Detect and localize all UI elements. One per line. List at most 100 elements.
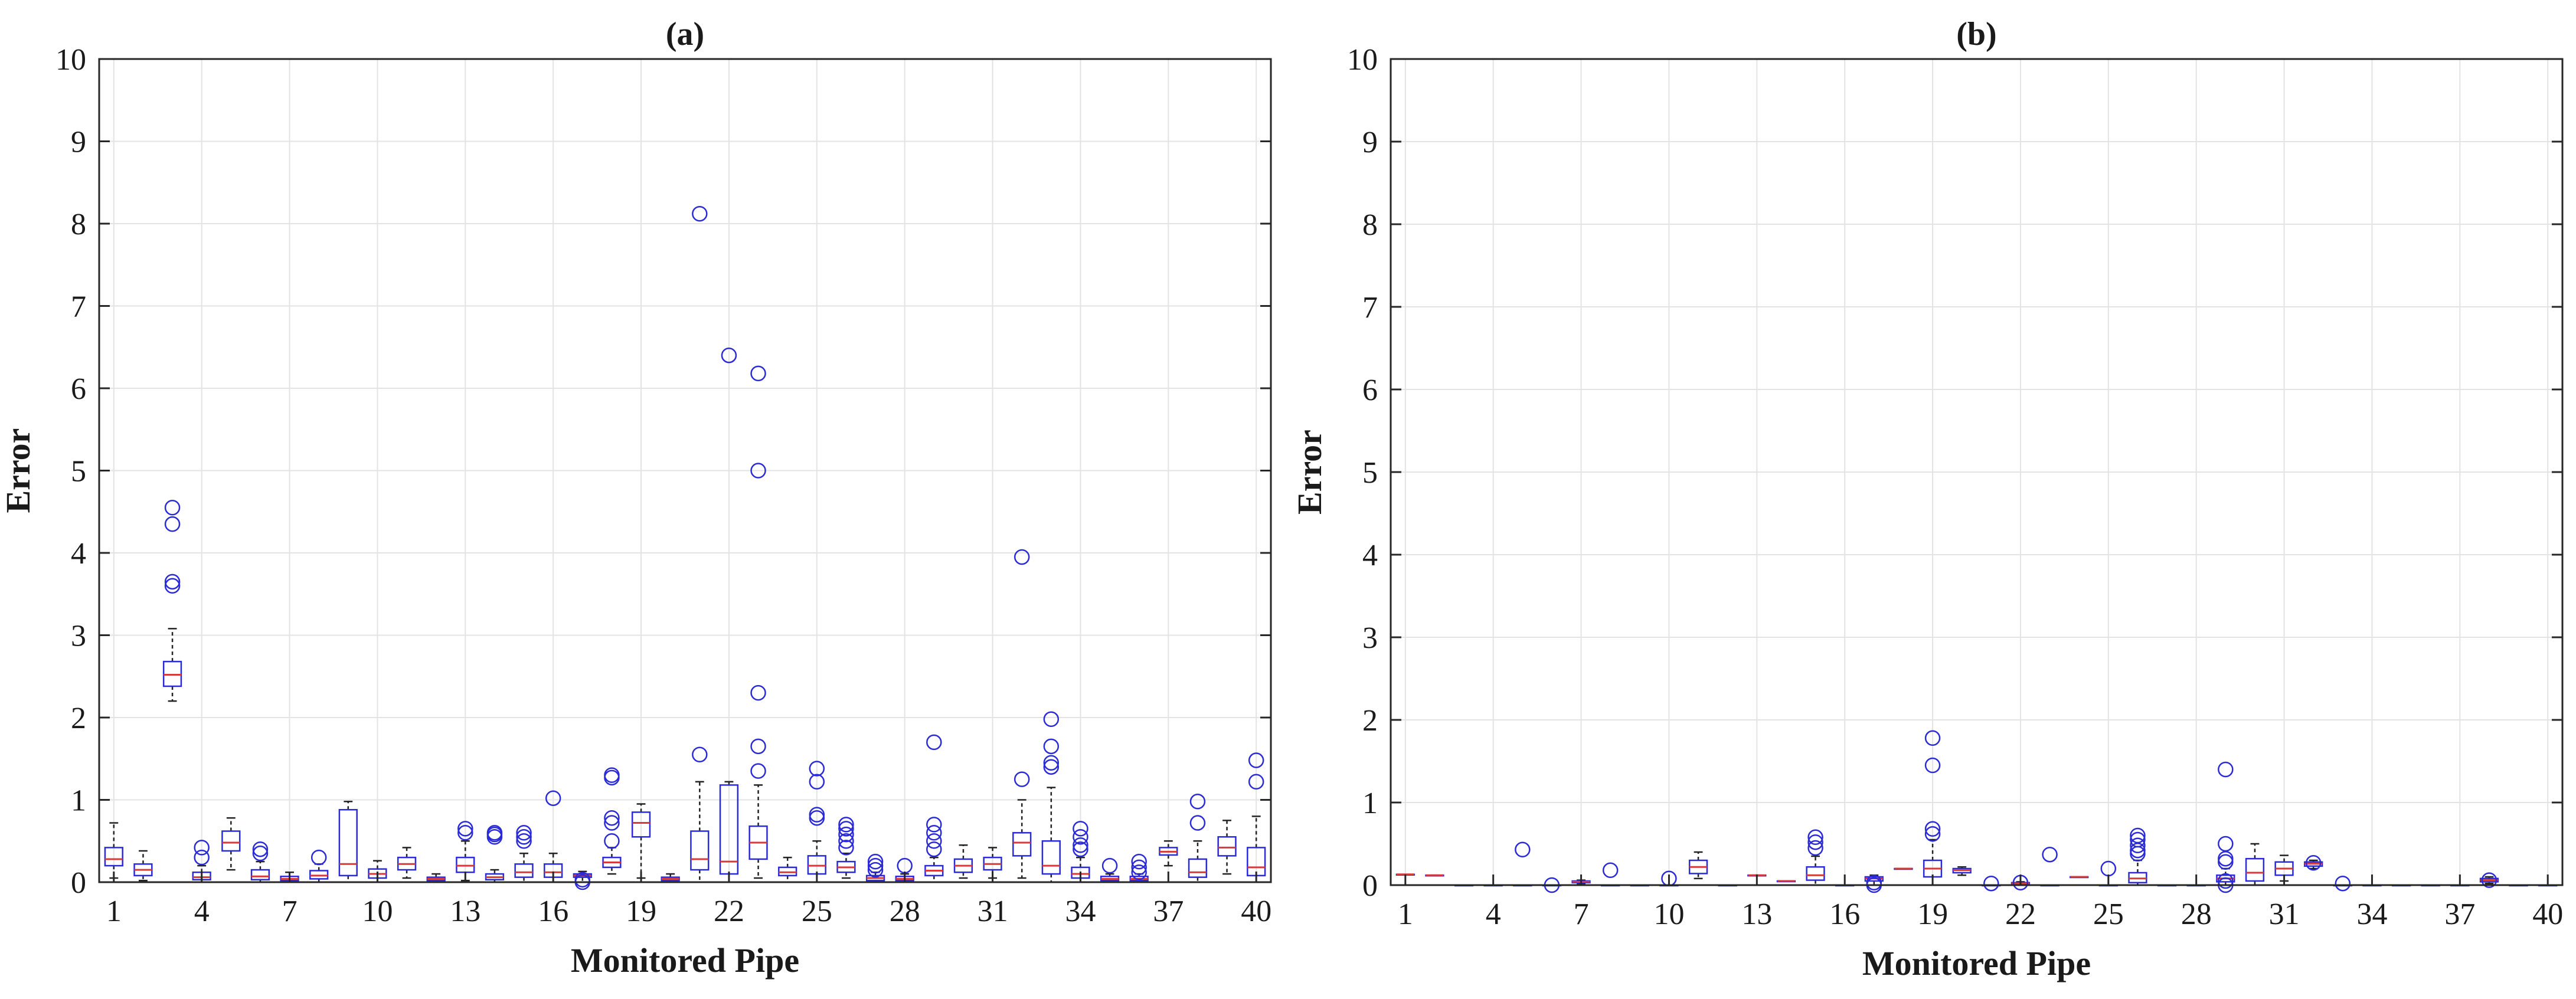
y-tick-label: 1 <box>71 784 86 818</box>
y-tick-label: 10 <box>55 43 86 77</box>
outlier-point <box>926 817 942 833</box>
y-tick-label: 2 <box>1362 704 1378 738</box>
outlier-point <box>516 833 532 849</box>
outlier-point <box>2218 836 2234 852</box>
y-tick-label: 3 <box>1362 621 1378 655</box>
outlier-point <box>1131 864 1147 880</box>
outlier-point <box>516 829 532 845</box>
box-iqr <box>514 863 534 878</box>
outlier-point <box>809 761 825 777</box>
outlier-point <box>1924 821 1941 837</box>
box-group <box>2479 872 2499 888</box>
outlier-point <box>1189 815 1206 831</box>
outlier-point <box>926 734 942 751</box>
box-group <box>1217 820 1237 875</box>
y-tick-label: 6 <box>1362 374 1378 407</box>
box-iqr <box>338 808 358 877</box>
outlier-point <box>1073 841 1088 857</box>
x-tick-label: 34 <box>2356 898 2387 931</box>
outlier-point <box>1073 821 1088 837</box>
outlier-point <box>838 840 854 856</box>
outlier-point <box>604 767 620 783</box>
outlier-point <box>1924 757 1941 774</box>
y-axis-label: Error <box>0 428 37 513</box>
x-axis-label: Monitored Pipe <box>1862 944 2091 982</box>
outlier-point <box>750 738 766 755</box>
y-tick-label: 8 <box>71 208 86 241</box>
outlier-point <box>1248 752 1264 768</box>
outlier-point <box>809 807 825 823</box>
outlier-point <box>721 347 737 363</box>
box-iqr <box>1041 840 1061 875</box>
y-tick-label: 4 <box>1362 539 1378 572</box>
outlier-point <box>1043 711 1060 728</box>
outlier-point <box>1189 794 1206 810</box>
outlier-point <box>1101 857 1118 874</box>
box-group <box>924 734 944 883</box>
box-group <box>1776 880 1796 883</box>
y-tick-label: 3 <box>71 620 86 653</box>
box-group <box>807 761 826 883</box>
outlier-point <box>1043 759 1060 775</box>
box-group <box>1188 794 1208 883</box>
x-tick-label: 16 <box>538 895 568 928</box>
y-tick-label: 9 <box>1362 126 1378 159</box>
outlier-point <box>1043 738 1060 755</box>
outlier-point <box>2130 831 2146 848</box>
box-group <box>1425 874 1444 877</box>
box-group <box>397 847 417 879</box>
outlier-point <box>838 826 854 843</box>
box-group <box>836 817 856 879</box>
x-tick-label: 40 <box>2532 898 2563 931</box>
x-tick-label: 34 <box>1065 895 1096 928</box>
outlier-point <box>1866 874 1882 891</box>
outlier-point <box>310 849 327 866</box>
outlier-point <box>750 763 766 779</box>
box-iqr <box>631 811 651 838</box>
outlier-point <box>545 790 561 806</box>
y-tick-label: 4 <box>71 537 86 571</box>
box-iqr <box>1188 858 1208 878</box>
outlier-point <box>1131 859 1147 876</box>
y-tick-label: 2 <box>71 702 86 735</box>
box-group <box>133 850 153 882</box>
box-group <box>1041 711 1061 883</box>
x-tick-label: 16 <box>1829 898 1860 931</box>
outlier-point <box>2481 872 2497 888</box>
outlier-point <box>164 500 181 516</box>
x-axis-label: Monitored Pipe <box>571 941 799 980</box>
box-group <box>1952 866 1972 876</box>
outlier-point <box>194 849 210 866</box>
box-group <box>162 500 182 702</box>
box-iqr <box>221 830 241 852</box>
box-group <box>748 365 768 879</box>
outlier-point <box>838 817 854 833</box>
outlier-point <box>164 578 181 594</box>
outlier-point <box>604 815 620 831</box>
x-tick-label: 19 <box>1917 898 1948 931</box>
outlier-point <box>1807 834 1823 850</box>
outlier-point <box>1924 826 1941 842</box>
box-iqr <box>2245 857 2265 882</box>
outlier-point <box>1131 853 1147 870</box>
outlier-point <box>194 840 210 856</box>
x-tick-label: 37 <box>1153 895 1184 928</box>
box-iqr <box>1012 832 1032 857</box>
box-group <box>1159 840 1178 867</box>
x-tick-label: 10 <box>1653 898 1684 931</box>
x-tick-label: 4 <box>1486 898 1501 931</box>
box-group <box>602 767 622 875</box>
box-group <box>514 825 534 883</box>
box-group <box>104 822 123 879</box>
outlier-point <box>164 516 181 532</box>
box-iqr <box>104 847 123 867</box>
y-tick-label: 5 <box>71 455 86 489</box>
outlier-point <box>926 833 942 849</box>
box-iqr <box>690 830 710 871</box>
box-group <box>1688 851 1708 880</box>
outlier-point <box>692 206 708 222</box>
y-axis-label: Error <box>1290 430 1329 515</box>
box-iqr <box>250 869 270 881</box>
y-tick-label: 8 <box>1362 208 1378 242</box>
outlier-point <box>2335 875 2351 892</box>
